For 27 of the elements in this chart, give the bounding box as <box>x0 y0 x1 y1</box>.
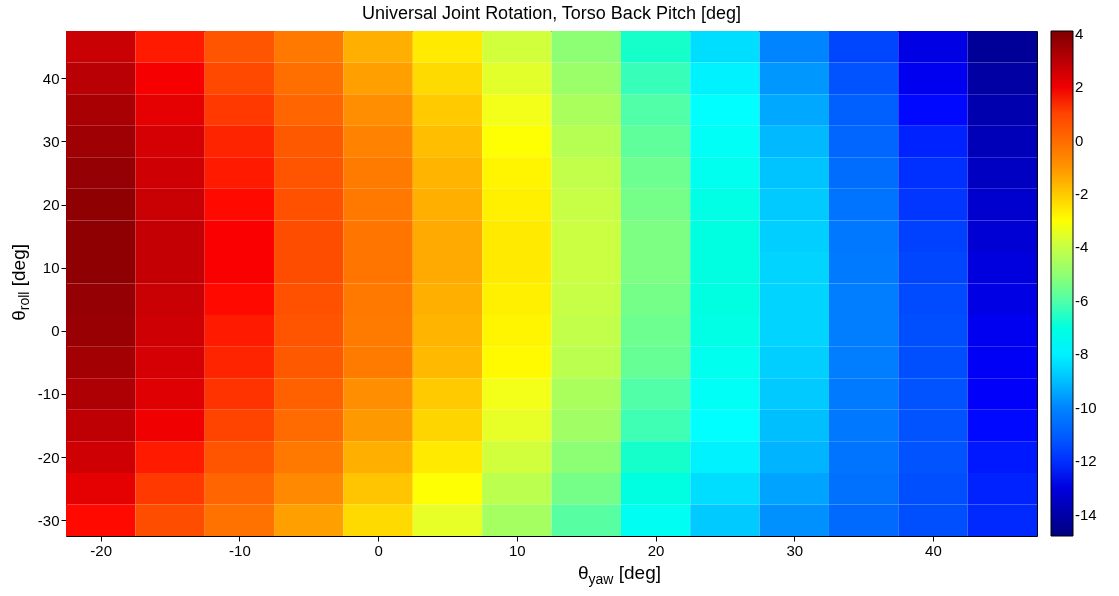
x-tick-label: 20 <box>647 541 665 559</box>
color-bar-label: 2 <box>1075 78 1084 96</box>
x-tick-label: 30 <box>786 541 804 559</box>
y-tick-label: 40 <box>42 69 60 87</box>
color-bar-label: -4 <box>1075 238 1089 256</box>
y-tick-label: 0 <box>51 322 60 340</box>
color-bar-label: -14 <box>1075 505 1097 523</box>
color-bar-label: -8 <box>1075 345 1089 363</box>
x-tick-label: 10 <box>508 541 526 559</box>
y-tick-label: -30 <box>37 511 60 529</box>
color-bar-label: 4 <box>1075 24 1084 42</box>
color-bar-label: -6 <box>1075 291 1089 309</box>
x-tick-label: -20 <box>90 541 113 559</box>
x-tick-label: 40 <box>925 541 942 559</box>
x-tick-label: 0 <box>374 541 383 559</box>
y-tick-label: -20 <box>37 448 60 466</box>
chart-title: Universal Joint Rotation, Torso Back Pitch [deg] <box>362 3 741 23</box>
y-tick-label: 30 <box>42 132 60 150</box>
y-tick-label: -10 <box>37 385 60 403</box>
color-bar-label: -12 <box>1075 452 1097 470</box>
x-tick-label: -10 <box>229 541 251 559</box>
x-axis-title: θ$_{yaw}$ [deg] <box>577 562 662 587</box>
y-tick-label: 10 <box>42 259 60 277</box>
color-bar-label: -2 <box>1075 184 1089 202</box>
color-bar-label: -10 <box>1075 398 1097 416</box>
y-tick-label: 20 <box>42 196 60 214</box>
color-bar-label: 0 <box>1075 131 1084 149</box>
